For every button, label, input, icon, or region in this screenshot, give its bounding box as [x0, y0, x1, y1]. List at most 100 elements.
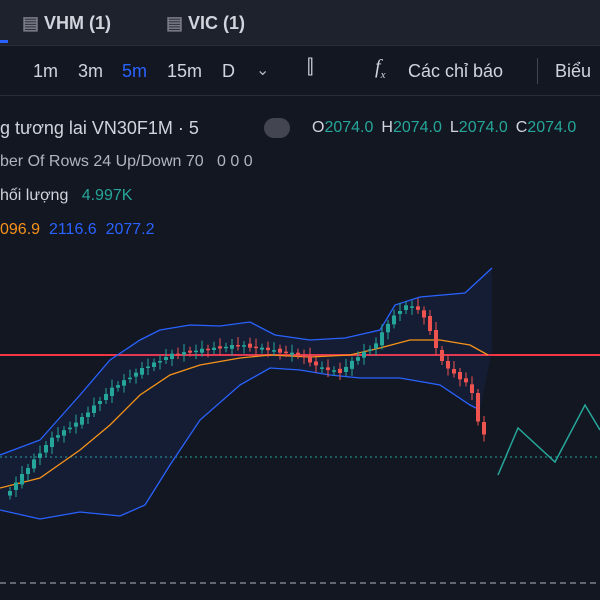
- candle: [278, 348, 282, 353]
- candle: [104, 394, 108, 400]
- candle: [80, 417, 84, 425]
- candle: [272, 350, 276, 352]
- candle: [284, 351, 288, 354]
- ohlc-key: L: [449, 119, 459, 136]
- band-upper: [0, 267, 493, 456]
- candle: [116, 385, 120, 388]
- tab-label: VHM (1): [44, 13, 112, 33]
- tab-bar: ▤ VHM (1) ▤ VIC (1): [0, 0, 600, 46]
- candle: [464, 378, 468, 383]
- candle: [206, 348, 210, 351]
- band-fill: [0, 268, 492, 519]
- candle: [62, 430, 66, 436]
- candle: [182, 352, 186, 355]
- interval-button[interactable]: 5m: [122, 61, 148, 81]
- candle: [146, 366, 150, 368]
- divider: [537, 58, 538, 84]
- ohlc-key: O: [312, 119, 325, 136]
- candle: [344, 366, 348, 372]
- candle: [404, 305, 408, 310]
- candle: [248, 343, 252, 348]
- toolbar: 1m 3m 5m 15m D ⌄ ⫿ fx Các chỉ báo Biểu: [0, 46, 600, 96]
- candle: [356, 357, 360, 361]
- candle: [152, 362, 156, 367]
- candle: [434, 330, 438, 348]
- moving-average: [0, 339, 489, 489]
- label: hối lượng: [0, 187, 69, 204]
- candle: [362, 351, 366, 358]
- label: ber Of Rows 24 Up/Down 70: [0, 153, 204, 170]
- value: 4.997K: [81, 187, 133, 204]
- volume-profile: ber Of Rows 24 Up/Down 70 0 0 0: [0, 153, 253, 171]
- tab[interactable]: ▤ VHM (1): [22, 13, 112, 33]
- ohlc: O2074.0 H2074.0 L2074.0 C2074.0: [312, 119, 584, 137]
- candle: [392, 315, 396, 325]
- candle: [170, 353, 174, 359]
- interval-button[interactable]: D: [222, 61, 235, 81]
- candle: [440, 350, 444, 361]
- candle: [428, 316, 432, 331]
- fx-icon[interactable]: fx: [375, 56, 386, 81]
- candle: [446, 361, 450, 369]
- candle: [194, 350, 198, 353]
- candle: [260, 347, 264, 350]
- candle: [296, 352, 300, 356]
- value: 2116.6: [48, 221, 97, 238]
- candle: [398, 311, 402, 314]
- candle: [380, 332, 384, 346]
- dropdown-icon[interactable]: ⌄: [256, 62, 270, 79]
- candle: [230, 345, 234, 349]
- candle: [164, 357, 168, 360]
- value: 2077.2: [105, 221, 155, 238]
- candle: [350, 360, 354, 369]
- projection: [497, 403, 600, 476]
- interval-button[interactable]: 1m: [33, 61, 59, 81]
- ohlc-value: 2074.0: [392, 119, 442, 136]
- interval-button[interactable]: 15m: [167, 61, 203, 81]
- candle: [386, 323, 390, 333]
- candle: [14, 482, 18, 490]
- candle: [218, 346, 222, 349]
- candle: [158, 361, 162, 363]
- interval-button[interactable]: 3m: [78, 61, 104, 81]
- candle: [242, 345, 246, 347]
- ohlc-key: H: [381, 119, 393, 136]
- candle: [476, 393, 480, 422]
- tab[interactable]: ▤ VIC (1): [166, 13, 246, 33]
- candle: [122, 380, 126, 386]
- values: 0 0 0: [217, 153, 253, 170]
- candle: [200, 348, 204, 353]
- candle: [452, 369, 456, 374]
- candle: [188, 350, 192, 353]
- indicators-button[interactable]: Các chỉ báo: [408, 61, 504, 81]
- bollinger: 096.9 2116.6 2077.2: [0, 221, 155, 239]
- ohlc-value: 2074.0: [527, 119, 577, 136]
- candle: [32, 459, 36, 469]
- ohlc-key: C: [515, 119, 528, 136]
- candle: [140, 368, 144, 375]
- tab-indicator: [0, 40, 8, 43]
- candle: [212, 347, 216, 350]
- candle: [128, 377, 132, 380]
- candle: [50, 437, 54, 447]
- candle: [458, 372, 462, 380]
- candle: [98, 401, 102, 404]
- tab-label: VIC (1): [188, 13, 246, 33]
- candle: [86, 412, 90, 417]
- toggle[interactable]: [264, 118, 290, 138]
- candle: [56, 435, 60, 438]
- candle: [110, 387, 114, 396]
- candle: [20, 474, 24, 485]
- candle: [482, 422, 486, 435]
- chart-type-icon[interactable]: ⫿: [307, 56, 314, 78]
- chart-type-button[interactable]: Biểu: [555, 61, 592, 81]
- candle: [410, 306, 414, 308]
- candle: [416, 306, 420, 310]
- ohlc-value: 2074.0: [324, 119, 374, 136]
- candle: [236, 345, 240, 347]
- candle: [338, 368, 342, 373]
- value: 096.9: [0, 221, 41, 238]
- candle: [332, 370, 336, 372]
